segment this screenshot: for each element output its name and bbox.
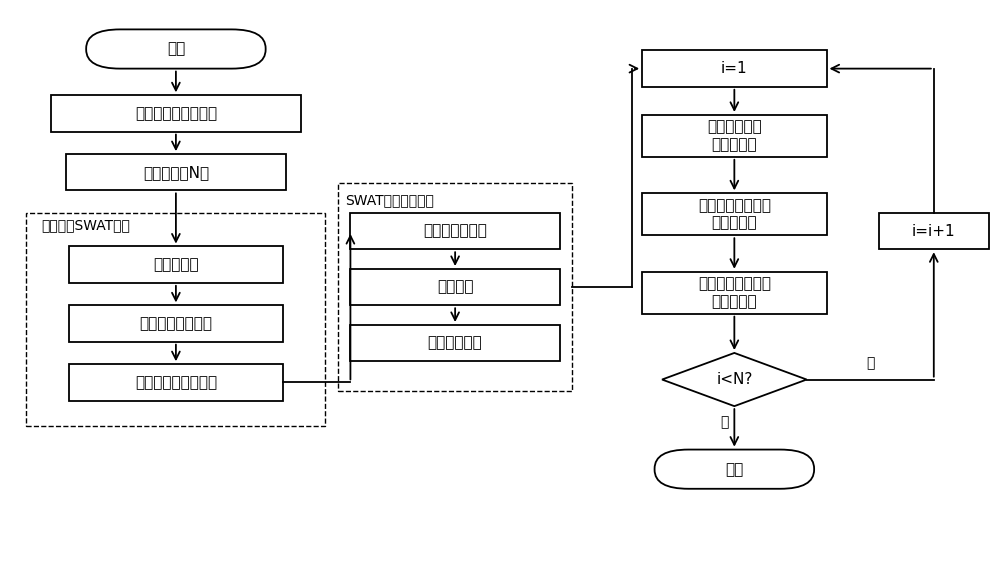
Text: 数据输入与模型运行: 数据输入与模型运行: [135, 375, 217, 390]
Text: 开始: 开始: [167, 42, 185, 56]
Polygon shape: [662, 353, 807, 406]
Bar: [350, 325, 560, 361]
Text: 是: 是: [866, 356, 874, 370]
Bar: [26, 213, 325, 426]
Bar: [338, 184, 572, 391]
FancyBboxPatch shape: [86, 29, 266, 69]
Text: 计算土地利用变化
对径流影响: 计算土地利用变化 对径流影响: [698, 198, 771, 230]
Text: 变化期分为N段: 变化期分为N段: [143, 165, 209, 180]
Bar: [642, 115, 827, 157]
Bar: [69, 305, 283, 342]
Bar: [69, 364, 283, 400]
Text: 参数率定评价: 参数率定评价: [428, 336, 482, 351]
Text: 水文响应单元生成: 水文响应单元生成: [139, 316, 212, 331]
Bar: [69, 247, 283, 283]
Text: 计算气候变化
对径流影响: 计算气候变化 对径流影响: [707, 120, 762, 152]
Text: 天然期、变化期划分: 天然期、变化期划分: [135, 106, 217, 121]
Text: 参数率定: 参数率定: [437, 280, 473, 294]
Text: 参数敏感性分析: 参数敏感性分析: [423, 224, 487, 239]
Bar: [642, 272, 827, 314]
Text: 子流域划分: 子流域划分: [153, 257, 199, 272]
Text: SWAT模型参数率定: SWAT模型参数率定: [345, 193, 434, 207]
Bar: [879, 213, 989, 249]
Text: i=i+1: i=i+1: [912, 224, 956, 239]
Text: 否: 否: [720, 415, 729, 429]
Text: i=1: i=1: [721, 61, 748, 76]
Text: i<N?: i<N?: [716, 372, 753, 387]
Bar: [51, 95, 301, 132]
Bar: [642, 51, 827, 87]
Text: 建立流域SWAT模型: 建立流域SWAT模型: [41, 218, 130, 233]
Bar: [66, 154, 286, 190]
Text: 结束: 结束: [725, 462, 743, 477]
Bar: [350, 269, 560, 305]
Bar: [642, 193, 827, 235]
FancyBboxPatch shape: [655, 450, 814, 489]
Bar: [350, 213, 560, 249]
Text: 计算直接人类活动
对径流影响: 计算直接人类活动 对径流影响: [698, 276, 771, 309]
